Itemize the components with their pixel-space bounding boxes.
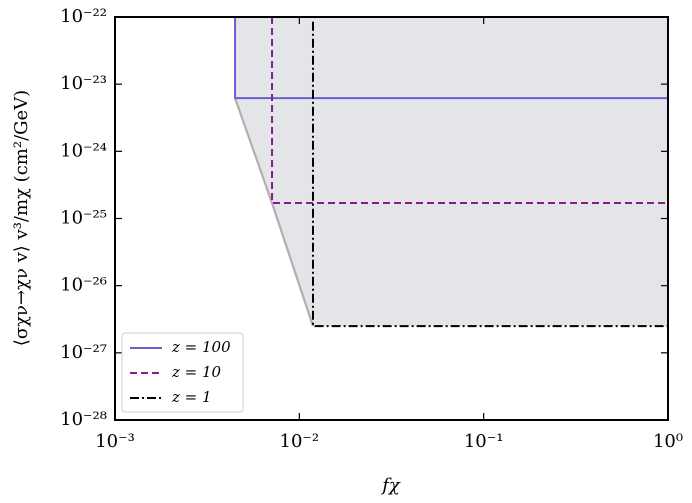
excluded-region (235, 17, 668, 327)
y-tick-label: 10⁻²³ (60, 73, 107, 94)
legend-label: z = 1 (171, 388, 212, 406)
legend-label: z = 100 (171, 338, 231, 356)
legend: z = 100 z = 10 z = 1 (121, 332, 244, 413)
series-line (234, 17, 668, 100)
y-axis-label: ⟨σχν→χν v⟩ v³/mχ (cm²/GeV) (11, 90, 32, 346)
y-tick-label: 10⁻²⁵ (60, 208, 107, 229)
boundary-line (234, 97, 315, 327)
legend-box (121, 332, 244, 413)
x-tick-label: 10⁻³ (95, 431, 135, 452)
y-tick-label: 10⁻²⁴ (60, 140, 107, 161)
x-tick-label: 10⁻¹ (464, 431, 504, 452)
y-tick-label: 10⁻²² (60, 6, 107, 27)
x-axis-label: fχ (380, 475, 401, 496)
legend-label: z = 10 (171, 363, 222, 381)
y-tick-label: 10⁻²⁶ (60, 275, 107, 296)
y-tick-label: 10⁻²⁷ (60, 342, 107, 363)
x-tick-label: 10⁰ (653, 431, 683, 452)
x-tick-label: 10⁻² (280, 431, 320, 452)
y-tick-label: 10⁻²⁸ (60, 409, 107, 430)
